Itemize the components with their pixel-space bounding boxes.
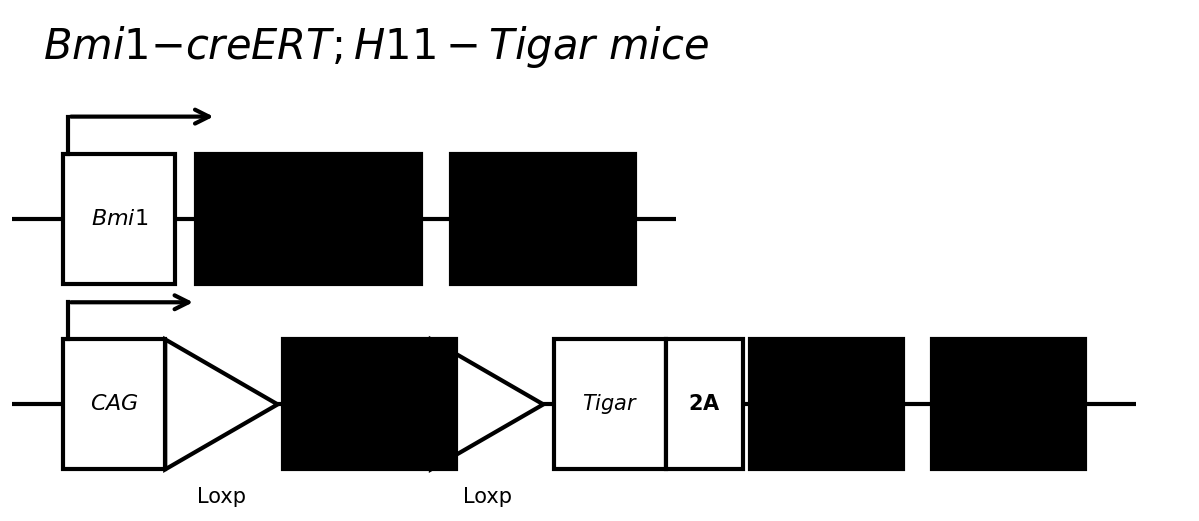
Bar xyxy=(665,339,742,469)
Text: Loxp: Loxp xyxy=(197,487,246,506)
Text: $\mathbf{\it{Tigar}}$: $\mathbf{\it{Tigar}}$ xyxy=(582,392,638,416)
Bar xyxy=(451,154,635,284)
Text: $\mathbf{\it{Bmi1}}$$\mathbf{\it{-creERT;H11-Tigar}}$ $\mathbf{\it{mice}}$: $\mathbf{\it{Bmi1}}$$\mathbf{\it{-creERT… xyxy=(43,24,709,70)
Text: Loxp: Loxp xyxy=(463,487,512,506)
Bar xyxy=(749,339,903,469)
Bar xyxy=(932,339,1085,469)
Text: $\mathbf{2A}$: $\mathbf{2A}$ xyxy=(688,394,721,414)
Polygon shape xyxy=(430,339,543,469)
Polygon shape xyxy=(165,339,278,469)
Bar xyxy=(64,339,165,469)
Bar xyxy=(554,339,665,469)
Bar xyxy=(195,154,421,284)
Bar xyxy=(283,339,457,469)
Bar xyxy=(64,154,175,284)
Text: $\mathbf{\it{CAG}}$: $\mathbf{\it{CAG}}$ xyxy=(90,394,139,414)
Text: $\mathbf{\it{Bmi1}}$: $\mathbf{\it{Bmi1}}$ xyxy=(91,209,147,229)
